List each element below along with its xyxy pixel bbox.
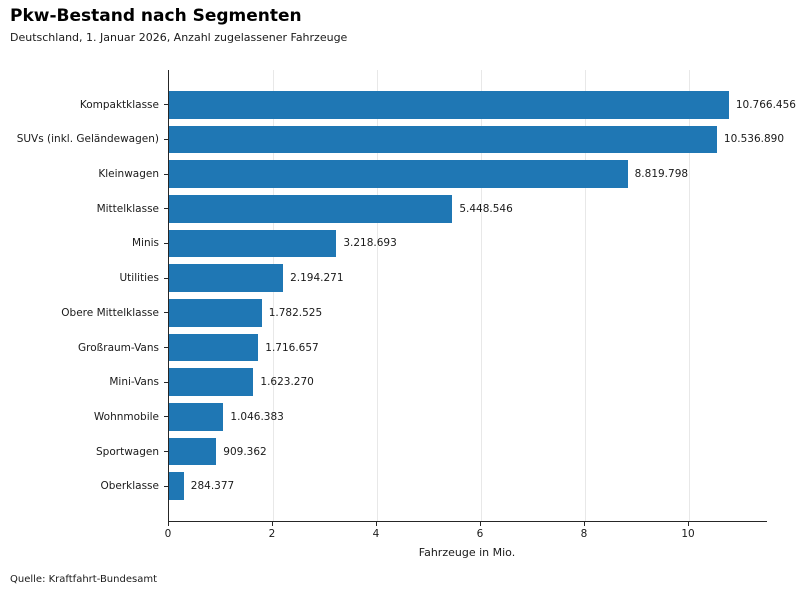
x-tick-label: 4	[372, 528, 380, 540]
gridline	[273, 70, 274, 521]
bar	[169, 194, 453, 223]
bar-value-label: 1.623.270	[260, 376, 314, 389]
gridline	[689, 70, 690, 521]
bar	[169, 333, 259, 362]
plot-area: 10.766.456 10.536.890 8.819.798 5.448.546 3.…	[168, 70, 796, 522]
bar	[169, 403, 224, 431]
bar-value-label: 909.362	[223, 445, 267, 458]
category-label: Sportwagen	[96, 445, 159, 458]
bar-value-label: 8.819.798	[634, 168, 689, 181]
category-label: Oberklasse	[100, 480, 159, 493]
y-tick-mark	[164, 347, 168, 349]
y-tick-mark	[164, 312, 168, 314]
x-tick-mark	[584, 522, 585, 526]
bar	[169, 368, 254, 397]
x-tick-label: 6	[476, 528, 484, 540]
x-tick-label: 0	[164, 528, 172, 540]
category-label: Wohnmobile	[93, 410, 159, 423]
category-label: Mittelklasse	[96, 202, 159, 215]
x-tick-label: 8	[580, 528, 588, 540]
y-tick-mark	[164, 138, 168, 140]
x-tick-label: 2	[268, 528, 276, 540]
bar	[169, 90, 729, 119]
y-tick-mark	[164, 208, 168, 210]
category-label: Großraum-Vans	[78, 341, 159, 354]
x-tick-mark	[168, 522, 169, 526]
gridline	[377, 70, 378, 521]
x-tick-mark	[480, 522, 481, 526]
category-label: Kleinwagen	[98, 168, 159, 181]
y-tick-mark	[164, 416, 168, 418]
bar-value-label: 1.046.383	[230, 410, 284, 423]
bar-value-label: 1.716.657	[265, 341, 319, 354]
bar-value-label: 5.448.546	[459, 202, 513, 215]
category-label: Kompaktklasse	[79, 98, 159, 111]
bar	[169, 264, 284, 293]
bar-value-label: 3.218.693	[343, 237, 397, 250]
y-tick-mark	[164, 173, 168, 175]
y-tick-mark	[164, 242, 168, 244]
bar	[169, 160, 628, 188]
gridline	[585, 70, 586, 521]
bar	[169, 229, 337, 258]
bar-value-label: 2.194.271	[290, 272, 344, 285]
y-tick-mark	[164, 451, 168, 453]
bar-value-label: 10.536.890	[723, 133, 785, 146]
bar	[169, 472, 184, 501]
x-tick-mark	[376, 522, 377, 526]
bar	[169, 437, 217, 466]
y-axis-labels: Kompaktklasse SUVs (inkl. Geländewagen) Kl…	[0, 70, 168, 521]
category-label: SUVs (inkl. Geländewagen)	[16, 133, 159, 146]
y-tick-mark	[164, 381, 168, 383]
category-label: Utilities	[119, 272, 159, 285]
x-tick-label: 10	[681, 528, 695, 540]
bar	[169, 125, 717, 154]
bar-value-label: 284.377	[190, 480, 235, 493]
y-tick-mark	[164, 485, 168, 487]
bar-value-label: 10.766.456	[735, 98, 796, 111]
category-label: Minis	[131, 237, 159, 250]
x-axis: 0 2 4 6 8 10	[164, 522, 766, 548]
source-note: Quelle: Kraftfahrt-Bundesamt	[10, 574, 157, 585]
gridline	[481, 70, 482, 521]
y-tick-mark	[164, 104, 168, 106]
bar-value-label: 1.782.525	[268, 306, 323, 319]
bar	[169, 298, 262, 327]
x-tick-mark	[688, 522, 689, 526]
y-tick-mark	[164, 277, 168, 279]
category-label: Mini-Vans	[109, 376, 159, 389]
x-axis-title: Fahrzeuge in Mio.	[418, 546, 516, 559]
chart-title: Pkw-Bestand nach Segmenten	[10, 6, 302, 26]
category-label: Obere Mittelklasse	[61, 306, 159, 319]
x-tick-mark	[272, 522, 273, 526]
chart-subtitle: Deutschland, 1. Januar 2026, Anzahl zuge…	[10, 31, 348, 44]
